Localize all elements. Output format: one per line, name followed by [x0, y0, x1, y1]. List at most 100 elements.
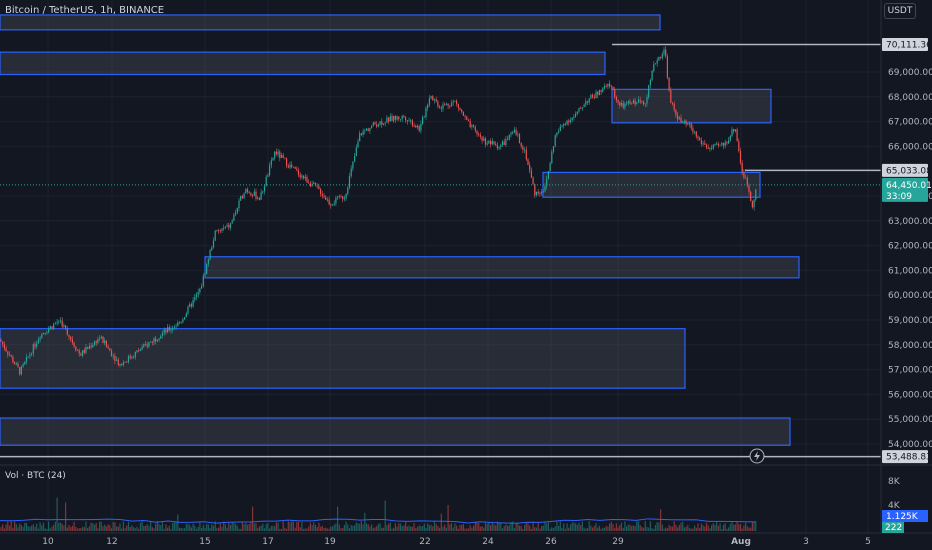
time-axis[interactable]: 10 12 15 17 19 22 24 26 29 Aug 3 5	[42, 537, 871, 547]
candle-body	[333, 203, 335, 205]
volume-bar	[471, 527, 473, 531]
zone-rectangle[interactable]	[204, 256, 800, 279]
volume-bar	[143, 525, 145, 531]
lightning-icon[interactable]	[749, 448, 765, 464]
volume-bar	[734, 524, 736, 531]
candle-body	[19, 367, 21, 375]
volume-bar	[144, 525, 147, 531]
volume-bar	[286, 528, 288, 531]
candle-body	[396, 116, 398, 120]
candle-body	[530, 170, 532, 178]
candle-body	[377, 124, 379, 127]
volume-bar	[420, 526, 422, 531]
volume-bar	[617, 527, 619, 531]
volume-bar	[34, 526, 36, 531]
candle-body	[212, 240, 215, 248]
candle-body	[76, 350, 79, 351]
volume-bar	[537, 522, 539, 531]
volume-bar	[99, 521, 101, 531]
volume-bar	[576, 524, 578, 531]
volume-bar	[651, 528, 653, 531]
volume-bar	[224, 524, 226, 531]
volume-bar	[348, 528, 351, 531]
candle-body	[158, 338, 160, 340]
candle-body	[22, 364, 24, 367]
zone-rectangle[interactable]	[611, 88, 772, 124]
zone-rectangle[interactable]	[0, 417, 791, 446]
candle-body	[294, 166, 296, 169]
symbol-title[interactable]: Bitcoin / TetherUS, 1h, BINANCE	[5, 5, 165, 16]
volume-bar	[410, 526, 412, 531]
candle-body	[554, 135, 556, 147]
zone-rectangle[interactable]	[0, 51, 606, 76]
volume-bar	[481, 526, 483, 531]
candle-body	[321, 194, 323, 196]
zone-rectangles[interactable]	[0, 14, 800, 446]
candle-body	[272, 157, 274, 161]
volume-bar	[486, 523, 488, 531]
zone-rectangle[interactable]	[0, 14, 661, 31]
candle-body	[48, 328, 50, 333]
candle-body	[580, 107, 582, 109]
candle-body	[97, 339, 99, 344]
candle-body	[70, 336, 72, 340]
candle-body	[24, 361, 26, 365]
volume-bar	[690, 528, 692, 531]
volume-indicator-title[interactable]: Vol · BTC (24)	[5, 471, 66, 481]
volume-bar	[313, 522, 315, 531]
candle-body	[439, 106, 441, 108]
candle-body	[207, 259, 209, 264]
volume-bar	[211, 524, 213, 531]
volume-bar	[551, 527, 553, 531]
volume-bar	[714, 524, 716, 531]
zone-rectangle[interactable]	[0, 328, 686, 389]
time-axis-label: 12	[106, 537, 117, 547]
volume-bar	[338, 524, 340, 531]
candle-body	[342, 196, 344, 200]
time-axis-label: 29	[612, 537, 624, 547]
currency-button[interactable]: USDT	[884, 3, 916, 19]
candle-body	[364, 130, 366, 132]
candle-body	[525, 149, 527, 160]
candle-body	[291, 164, 293, 168]
time-axis-label: 26	[545, 537, 557, 547]
candle-body	[440, 107, 442, 109]
candle-body	[289, 164, 291, 168]
candle-body	[236, 208, 238, 213]
candle-body	[83, 350, 85, 353]
volume-bar	[253, 523, 255, 531]
volume-bar	[136, 526, 138, 531]
time-axis-label: Aug	[731, 537, 751, 547]
candle-body	[7, 351, 9, 355]
volume-bar	[214, 521, 216, 531]
candle-body	[539, 193, 541, 195]
candle-body	[61, 320, 63, 327]
candle-body	[185, 313, 187, 318]
candle-body	[661, 54, 663, 58]
volume-bar	[559, 521, 561, 531]
candle-body	[211, 247, 213, 251]
candle-body	[697, 136, 699, 138]
candle-body	[731, 129, 733, 137]
horizontal-levels[interactable]	[0, 43, 881, 458]
volume-bar	[284, 527, 286, 531]
candle-body	[522, 146, 524, 150]
candle-body	[643, 101, 645, 105]
volume-bar	[719, 523, 721, 531]
candle-body	[350, 168, 352, 177]
candle-body	[3, 344, 5, 349]
volume-bar	[478, 522, 480, 531]
volume-bar	[663, 528, 665, 531]
candle-body	[648, 85, 650, 97]
candle-body	[309, 183, 311, 187]
price-axis[interactable]: 69,000.0068,000.0067,000.0066,000.0064,0…	[888, 68, 932, 511]
candle-body	[110, 350, 113, 357]
volume-bar	[721, 528, 723, 531]
volume-bar	[248, 524, 250, 531]
price-axis-label: 62,000.00	[888, 242, 932, 252]
low-price-tag: 53,488.83	[886, 453, 932, 463]
volume-bar	[320, 526, 322, 531]
candle-body	[274, 151, 276, 158]
volume-bar	[8, 525, 11, 531]
